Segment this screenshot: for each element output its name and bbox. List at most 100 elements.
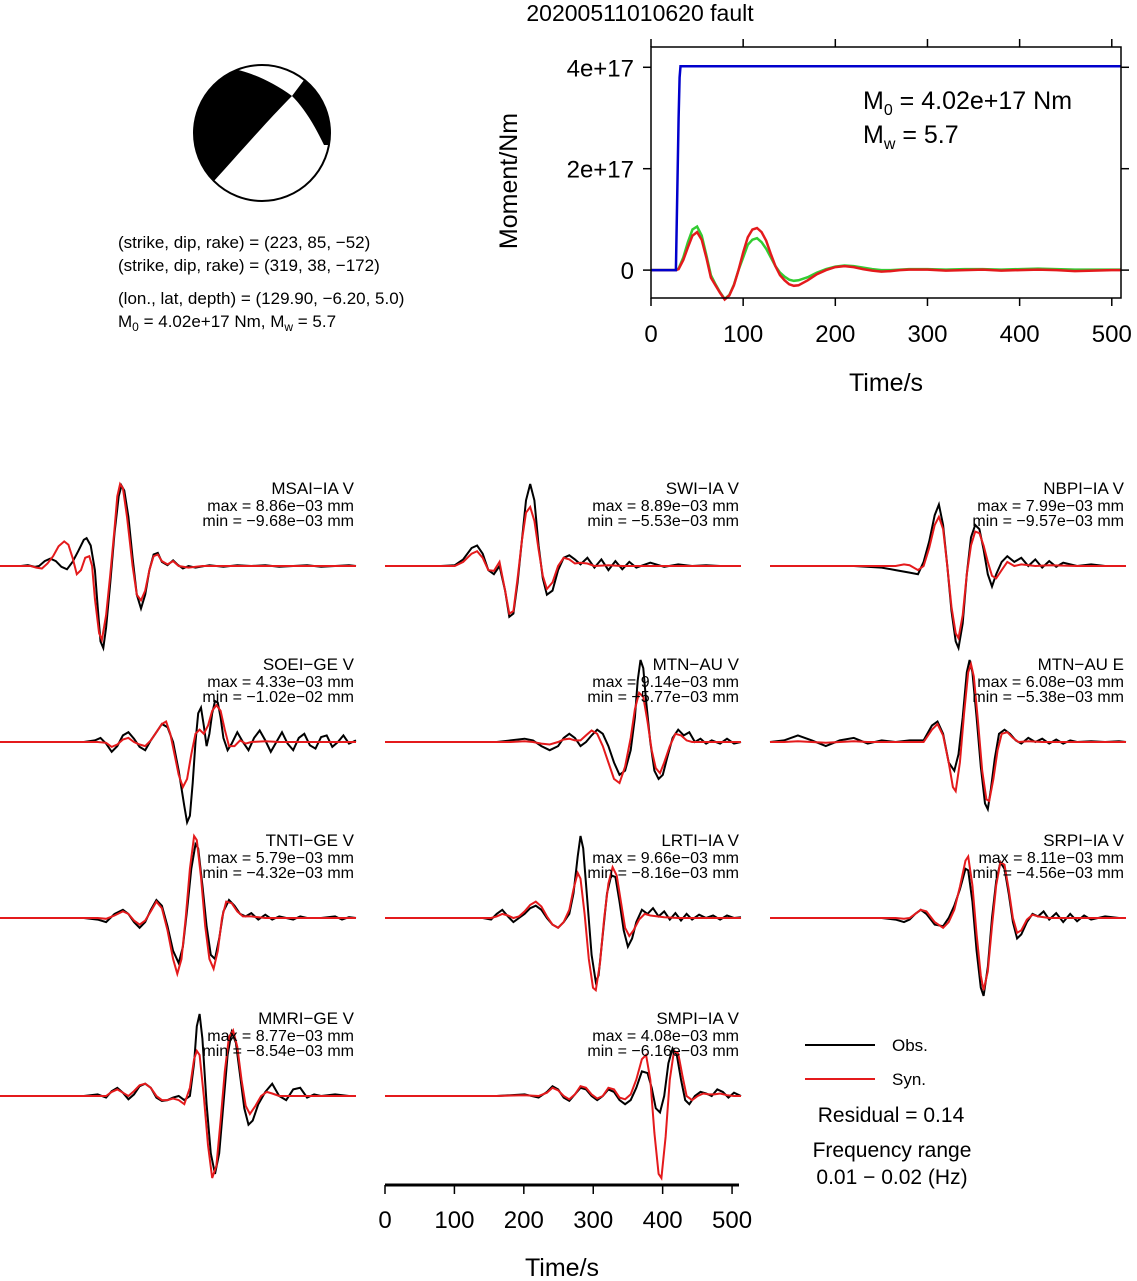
station-min-amplitude: min = −6.16e−03 mm: [587, 1043, 739, 1060]
station-min-amplitude: min = −5.77e−03 mm: [587, 689, 739, 706]
moment-plot-xlabel: Time/s: [849, 369, 923, 397]
synthetic-waveform: [385, 504, 741, 616]
station-name: MSAI−IA V: [271, 479, 354, 498]
station-min-amplitude: min = −4.32e−03 mm: [202, 865, 354, 882]
station-name: MTN−AU V: [653, 655, 740, 674]
waveform-xtick-label: 200: [504, 1207, 544, 1234]
figure-title: 20200511010620 fault: [526, 0, 754, 26]
synthetic-waveform: [385, 690, 741, 785]
moment-function-plot: 0 100 200 300 400 500 0 2e+17 4e+17 Moment/Nm Ti…: [495, 39, 1132, 397]
station-max-amplitude: max = 8.77e−03 mm: [207, 1028, 354, 1045]
waveform-xtick-label: 400: [643, 1207, 683, 1234]
station-max-amplitude: max = 5.79e−03 mm: [207, 850, 354, 867]
synthetic-waveform: [385, 864, 741, 993]
station-max-amplitude: max = 8.11e−03 mm: [978, 850, 1124, 867]
legend: Obs. Syn.: [805, 1036, 928, 1089]
observed-waveform: [385, 659, 742, 781]
nodal-plane-2: (strike, dip, rake) = (319, 38, −172): [118, 256, 380, 275]
station-name: SRPI−IA V: [1043, 831, 1124, 850]
synthetic-waveform: [770, 853, 1126, 991]
moment-ytick-label: 2e+17: [567, 157, 634, 184]
moment-xtick-label: 200: [815, 321, 855, 348]
moment-xtick-label: 300: [907, 321, 947, 348]
synthetic-waveform: [385, 1049, 741, 1181]
observed-waveform: [770, 859, 1126, 997]
waveform-xtick-label: 500: [712, 1207, 752, 1234]
station-max-amplitude: max = 9.14e−03 mm: [592, 674, 739, 691]
station-min-amplitude: min = −1.02e−02 mm: [202, 689, 354, 706]
synthetic-waveform: [770, 660, 1126, 803]
station-min-amplitude: min = −8.54e−03 mm: [202, 1043, 354, 1060]
moment-magnitude-summary: M0 = 4.02e+17 Nm, Mw = 5.7: [118, 312, 336, 334]
station-max-amplitude: max = 4.33e−03 mm: [207, 674, 354, 691]
moment-rate-green-line: [651, 224, 1121, 301]
observed-waveform: [0, 699, 357, 826]
synthetic-waveform: [0, 1027, 356, 1179]
station-max-amplitude: max = 7.99e−03 mm: [977, 498, 1124, 515]
station-min-amplitude: min = −5.38e−03 mm: [972, 689, 1124, 706]
legend-obs-label: Obs.: [892, 1036, 928, 1055]
station-min-amplitude: min = −4.56e−03 mm: [972, 865, 1124, 882]
moment-plot-ylabel: Moment/Nm: [495, 113, 523, 249]
moment-plot-m0-annotation: M0 = 4.02e+17 Nm: [863, 87, 1072, 119]
station-name: SWI−IA V: [666, 479, 740, 498]
station-max-amplitude: max = 9.66e−03 mm: [592, 850, 739, 867]
moment-ytick-label: 0: [621, 258, 634, 285]
synthetic-waveform: [0, 833, 356, 978]
station-min-amplitude: min = −9.68e−03 mm: [202, 513, 354, 530]
beachball-compression-quadrant-left: [194, 68, 292, 181]
station-name: MMRI−GE V: [258, 1009, 355, 1028]
waveform-xtick-label: 0: [378, 1207, 391, 1234]
station-name: MTN−AU E: [1038, 655, 1124, 674]
waveform-time-axis: 0 100 200 300 400 500: [378, 1183, 752, 1234]
moment-xtick-label: 500: [1092, 321, 1132, 348]
station-name: TNTI−GE V: [266, 831, 355, 850]
moment-plot-mw-annotation: Mw = 5.7: [863, 121, 959, 153]
observed-waveform: [770, 500, 1126, 652]
beachball-focal-mechanism: [193, 64, 331, 202]
moment-plot-frame: [650, 46, 1122, 299]
moment-xtick-label: 0: [644, 321, 657, 348]
station-max-amplitude: max = 8.86e−03 mm: [207, 498, 354, 515]
moment-series-group: [651, 65, 1121, 302]
station-name: LRTI−IA V: [661, 831, 739, 850]
station-name: SOEI−GE V: [263, 655, 355, 674]
residual-label: Residual = 0.14: [818, 1104, 965, 1127]
frequency-range-value: 0.01 − 0.02 (Hz): [816, 1166, 967, 1189]
observed-waveform: [0, 1013, 356, 1175]
waveform-xlabel: Time/s: [525, 1254, 599, 1281]
legend-syn-label: Syn.: [892, 1070, 926, 1089]
moment-xtick-label: 400: [1000, 321, 1040, 348]
waveform-xtick-label: 300: [573, 1207, 613, 1234]
station-max-amplitude: max = 4.08e−03 mm: [592, 1028, 739, 1045]
frequency-range-label: Frequency range: [813, 1139, 972, 1162]
station-min-amplitude: min = −5.53e−03 mm: [587, 513, 739, 530]
station-name: SMPI−IA V: [656, 1009, 739, 1028]
moment-plot-axes: 0 100 200 300 400 500 0 2e+17 4e+17: [567, 39, 1132, 348]
station-max-amplitude: max = 6.08e−03 mm: [977, 674, 1124, 691]
synthetic-waveform: [0, 703, 356, 790]
beachball-outline: [193, 64, 331, 202]
moment-function-blue-line: [651, 65, 1121, 272]
station-min-amplitude: min = −9.57e−03 mm: [972, 513, 1124, 530]
moment-rate-red-line: [651, 226, 1121, 302]
nodal-plane-1: (strike, dip, rake) = (223, 85, −52): [118, 233, 370, 252]
waveform-xtick-label: 100: [434, 1207, 474, 1234]
station-name: NBPI−IA V: [1043, 479, 1124, 498]
event-location: (lon., lat, depth) = (129.90, −6.20, 5.0…: [118, 289, 404, 308]
moment-ytick-label: 4e+17: [567, 55, 634, 82]
station-min-amplitude: min = −8.16e−03 mm: [587, 865, 739, 882]
synthetic-waveform: [0, 481, 356, 644]
